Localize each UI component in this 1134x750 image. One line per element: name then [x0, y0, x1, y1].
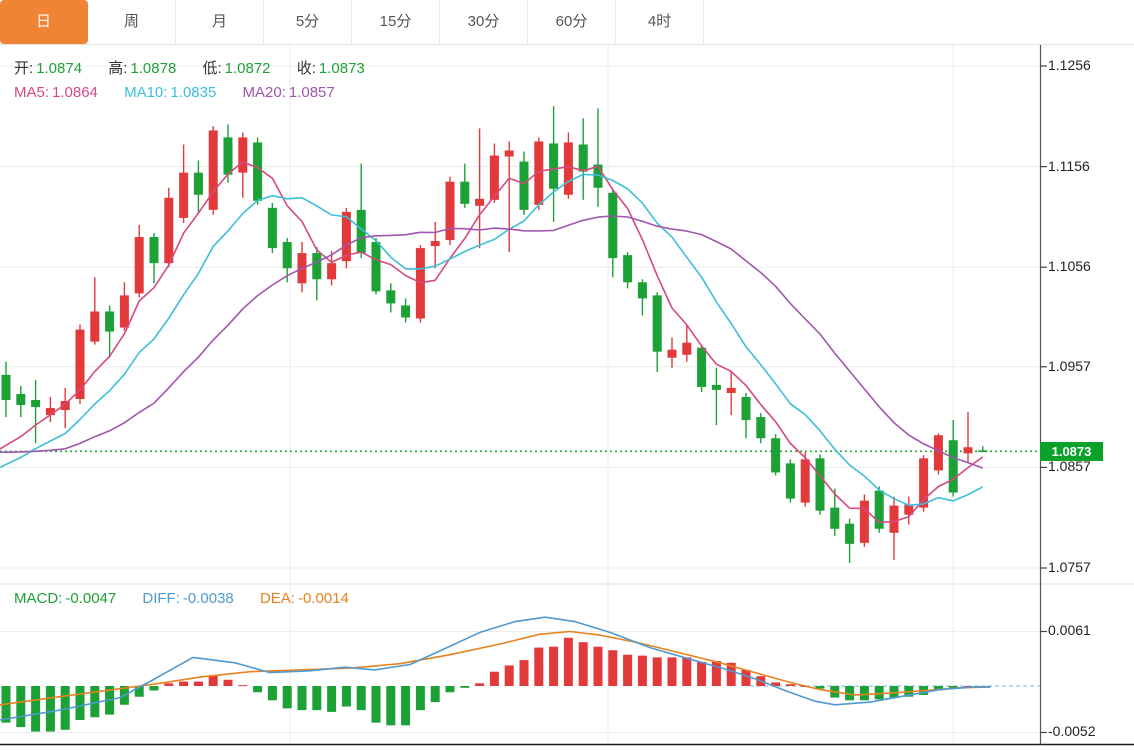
tab-60min[interactable]: 60分 — [528, 0, 616, 44]
ma5-value: 1.0864 — [52, 84, 98, 101]
close-label: 收: — [296, 60, 316, 77]
tab-15min[interactable]: 15分 — [352, 0, 440, 44]
axis-tick-label: 1.1156 — [1048, 157, 1090, 174]
tab-week[interactable]: 周 — [88, 0, 176, 44]
axis-tick-label: 1.0957 — [1048, 357, 1091, 374]
last-price-tag: 1.0873 — [1040, 442, 1103, 461]
diff-value: -0.0038 — [182, 590, 234, 607]
macd-legend: MACD: -0.0047 DIFF: -0.0038 DEA: -0.0014 — [14, 590, 352, 607]
dea-value: -0.0014 — [297, 590, 349, 607]
timeframe-tabbar: 日 周 月 5分 15分 30分 60分 4时 — [0, 0, 1134, 45]
axis-tick-label: 1.1056 — [1048, 258, 1091, 275]
ma20-value: 1.0857 — [288, 84, 335, 101]
tab-month[interactable]: 月 — [176, 0, 264, 44]
diff-label: DIFF: — [142, 590, 180, 607]
open-value: 1.0874 — [36, 60, 83, 77]
tab-4hour[interactable]: 4时 — [616, 0, 704, 44]
macd-label: MACD: — [14, 590, 63, 607]
axis-tick-label: -0.0052 — [1048, 723, 1096, 740]
high-label: 高: — [108, 60, 128, 77]
tab-30min[interactable]: 30分 — [440, 0, 528, 44]
open-label: 开: — [14, 60, 34, 77]
macd-value: -0.0047 — [65, 590, 117, 607]
ohlc-legend: 开: 1.0874 高: 1.0878 低: 1.0872 收: 1.0873 — [14, 57, 368, 78]
close-value: 1.0873 — [318, 60, 365, 77]
dea-label: DEA: — [259, 590, 295, 607]
ma20-label: MA20: — [242, 84, 286, 101]
high-value: 1.0878 — [130, 60, 177, 77]
axis-tick-label: 1.0857 — [1048, 458, 1091, 475]
axis-tick-label: 1.1256 — [1048, 57, 1091, 73]
axis-tick-label: 1.0757 — [1048, 559, 1091, 575]
tab-day[interactable]: 日 — [0, 0, 88, 44]
ma10-label: MA10: — [124, 84, 168, 101]
axis-tick-label: 0.0061 — [1048, 622, 1091, 639]
low-value: 1.0872 — [224, 60, 271, 77]
low-label: 低: — [202, 60, 222, 77]
tab-5min[interactable]: 5分 — [264, 0, 352, 44]
ma5-label: MA5: — [14, 84, 50, 101]
ma-legend: MA5: 1.0864 MA10: 1.0835 MA20: 1.0857 — [14, 84, 338, 101]
ma10-value: 1.0835 — [170, 84, 217, 101]
